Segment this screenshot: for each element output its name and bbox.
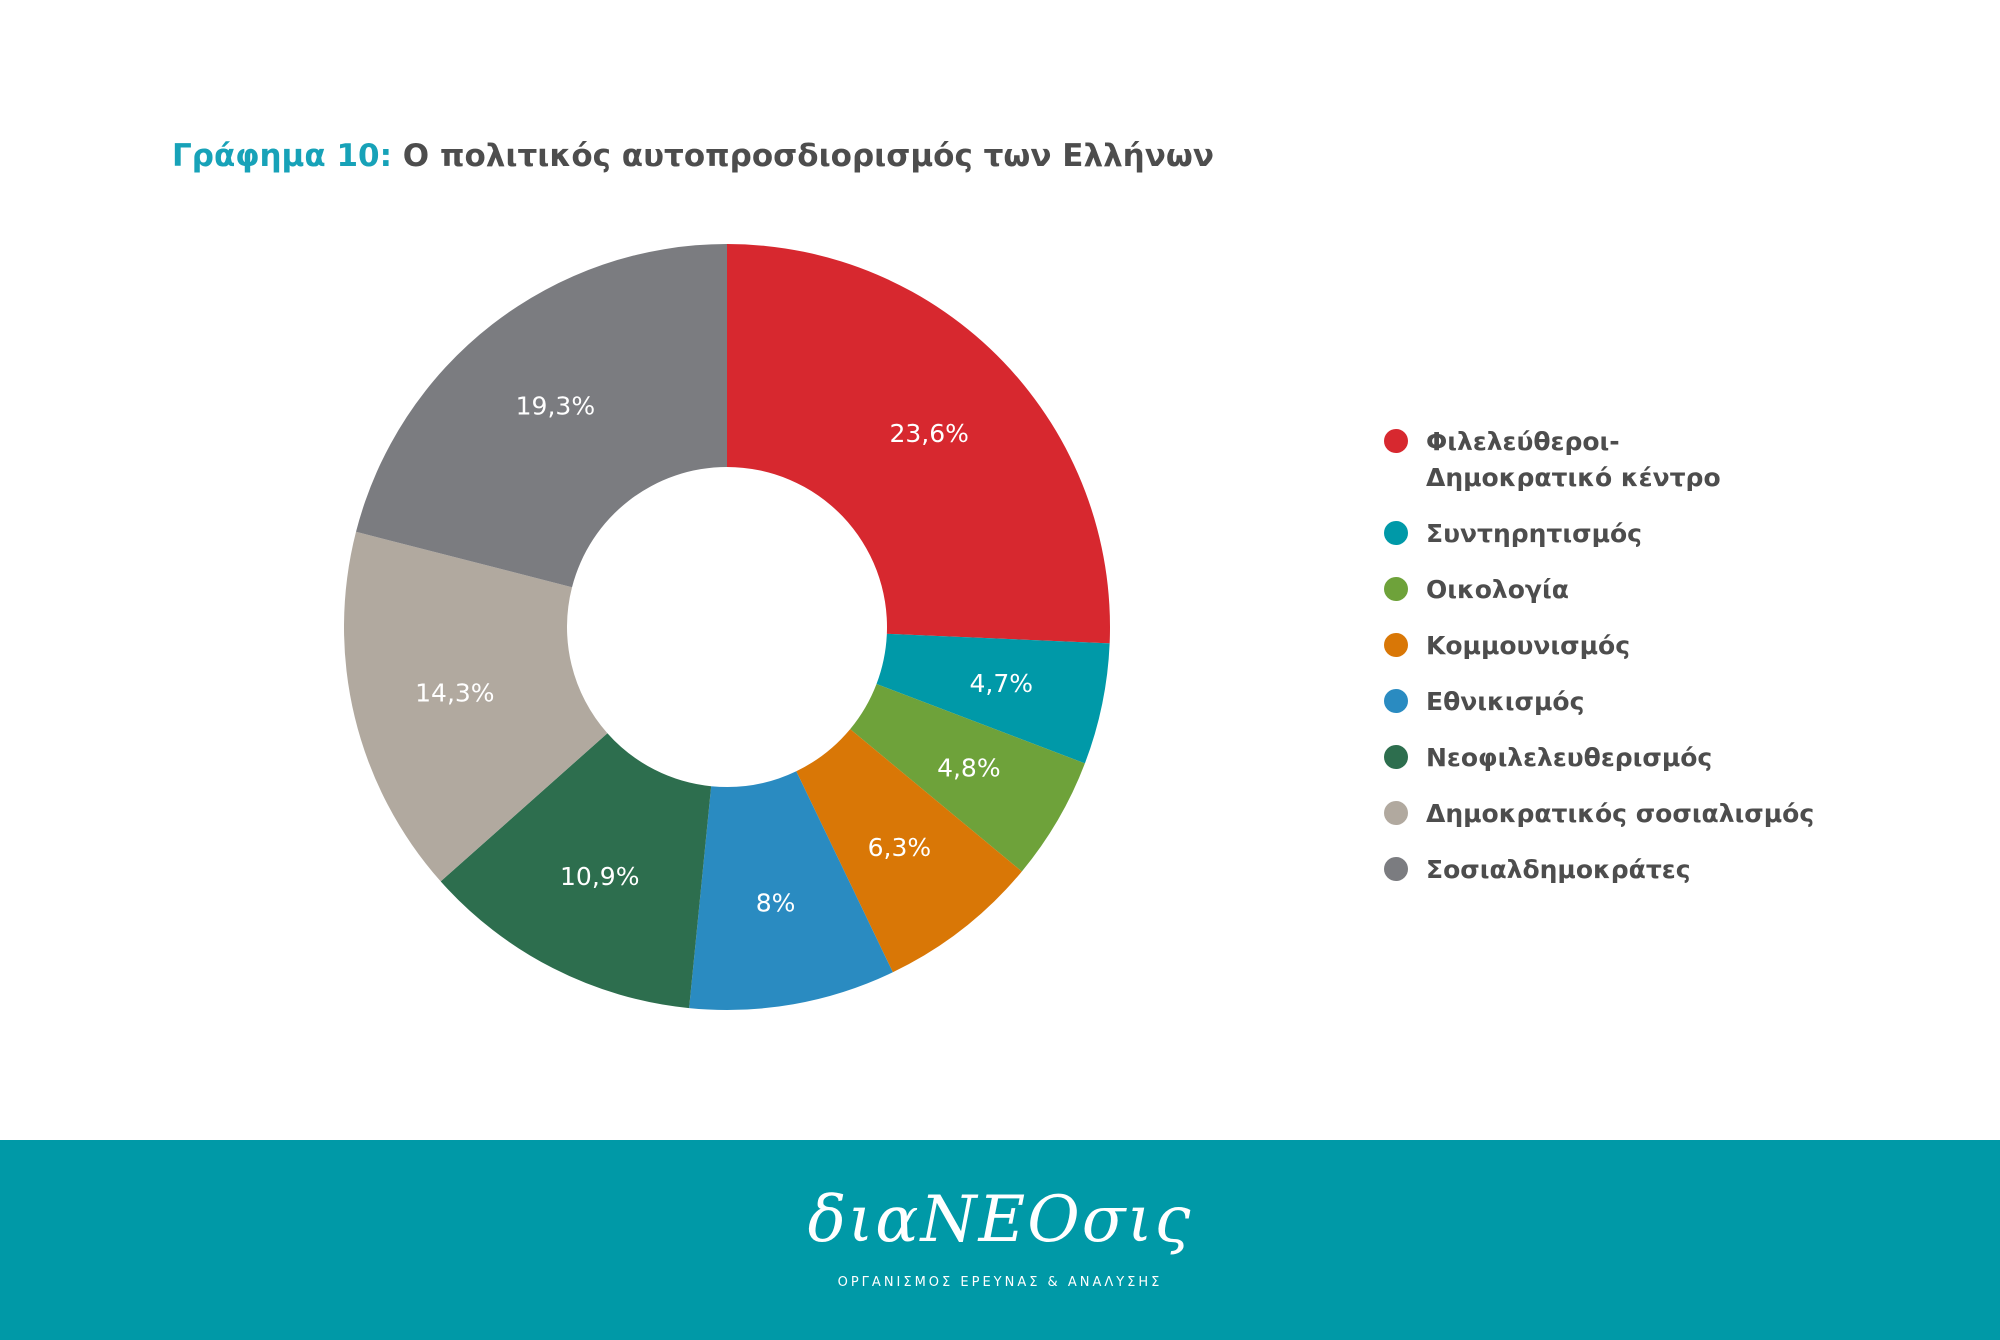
legend-dot	[1384, 577, 1408, 601]
legend-label-line1: Φιλελεύθεροι-	[1426, 427, 1620, 456]
legend-label: Σοσιαλδημοκράτες	[1426, 855, 1691, 884]
legend-dot	[1384, 857, 1408, 881]
pie-slice	[876, 633, 1110, 764]
legend-item: Σοσιαλδημοκράτες	[1384, 852, 1984, 888]
pie-slice	[796, 729, 1022, 973]
footer-band	[0, 1140, 2000, 1340]
legend-dot	[1384, 429, 1408, 453]
slice-value-label: 4,7%	[969, 669, 1033, 698]
legend-dot	[1384, 633, 1408, 657]
legend-item: Οικολογία	[1384, 572, 1984, 608]
slice-value-label: 14,3%	[415, 678, 494, 707]
slice-value-label: 19,3%	[516, 391, 595, 420]
legend-dot	[1384, 801, 1408, 825]
legend-dot	[1384, 745, 1408, 769]
legend-dot	[1384, 689, 1408, 713]
slice-value-label: 4,8%	[937, 754, 1001, 783]
legend: Φιλελεύθεροι- Δημοκρατικό κέντρο Συντηρη…	[1384, 424, 1984, 908]
pie-slice	[727, 244, 1110, 644]
slice-value-label: 10,9%	[560, 862, 639, 891]
legend-label: Κομμουνισμός	[1426, 631, 1631, 660]
slice-value-label: 23,6%	[889, 419, 968, 448]
legend-item: Δημοκρατικός σοσιαλισμός	[1384, 796, 1984, 832]
chart-title: Γράφημα 10: Ο πολιτικός αυτοπροσδιορισμό…	[172, 138, 1214, 174]
legend-label: Νεοφιλελευθερισμός	[1426, 743, 1713, 772]
legend-label: Φιλελεύθεροι- Δημοκρατικό κέντρο	[1426, 424, 1846, 496]
legend-item: Εθνικισμός	[1384, 684, 1984, 720]
chart-title-prefix: Γράφημα 10:	[172, 138, 392, 174]
legend-item: Συντηρητισμός	[1384, 516, 1984, 552]
pie-slice	[689, 771, 893, 1011]
pie-slice	[850, 683, 1085, 872]
pie-slice	[344, 531, 608, 882]
legend-dot	[1384, 521, 1408, 545]
legend-label: Εθνικισμός	[1426, 687, 1585, 716]
legend-label: Οικολογία	[1426, 575, 1569, 604]
legend-item: Φιλελεύθεροι- Δημοκρατικό κέντρο	[1384, 424, 1984, 496]
pie-slice	[440, 733, 712, 1009]
chart-title-text: Ο πολιτικός αυτοπροσδιορισμός των Ελλήνω…	[402, 138, 1214, 174]
legend-item: Κομμουνισμός	[1384, 628, 1984, 664]
legend-label: Δημοκρατικός σοσιαλισμός	[1426, 799, 1815, 828]
pie-slice	[356, 244, 727, 588]
slice-value-label: 8%	[756, 888, 796, 917]
slice-value-label: 6,3%	[868, 833, 932, 862]
legend-label: Συντηρητισμός	[1426, 519, 1642, 548]
legend-item: Νεοφιλελευθερισμός	[1384, 740, 1984, 776]
logo-tagline: ΟΡΓΑΝΙΣΜΟΣ ΕΡΕΥΝΑΣ & ΑΝΑΛΥΣΗΣ	[837, 1275, 1163, 1290]
dianeosis-logo: διαΝΕΟσις	[807, 1183, 1193, 1257]
donut-chart: 23,6% 4,7% 4,8% 6,3% 8% 10,9% 14,3% 19,3%	[344, 244, 1110, 1011]
legend-label-line2: Δημοκρατικό κέντρο	[1426, 463, 1721, 492]
